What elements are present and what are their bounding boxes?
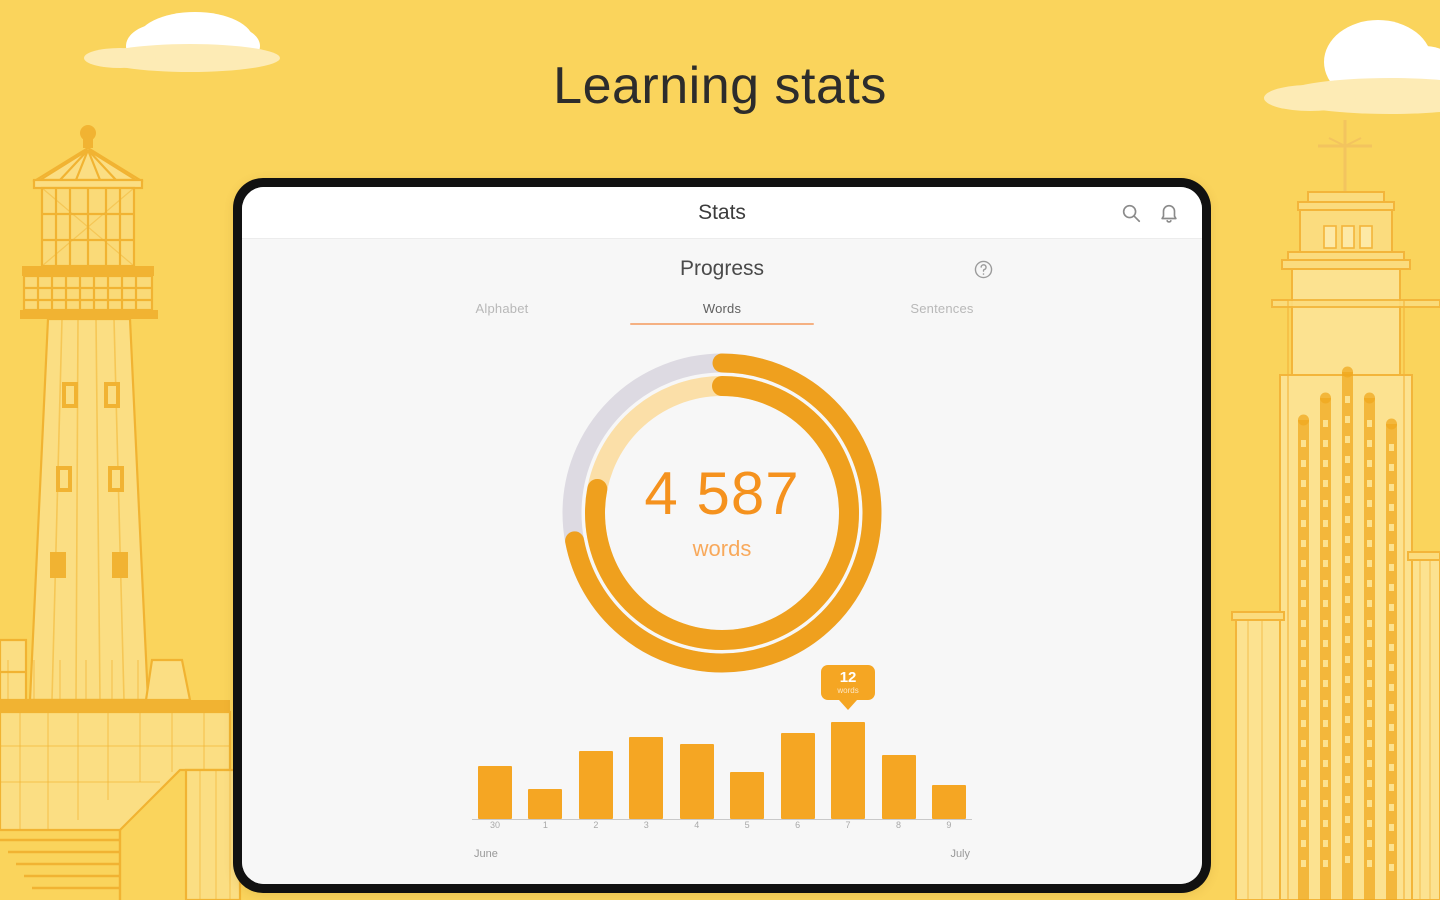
ticks-row: 30 1 2 3 4 5 6 7 8 9 bbox=[472, 820, 972, 836]
bar[interactable] bbox=[478, 766, 512, 819]
bar-column[interactable] bbox=[478, 709, 512, 819]
tab-words[interactable]: Words bbox=[612, 301, 832, 325]
tabs-bar: Alphabet Words Sentences bbox=[392, 301, 1052, 325]
app-header-title: Stats bbox=[698, 200, 746, 224]
tablet-device-frame: Stats Progress bbox=[233, 178, 1211, 893]
lighthouse-illustration bbox=[0, 125, 242, 900]
bar[interactable] bbox=[831, 722, 866, 819]
tick-label: 30 bbox=[489, 820, 500, 830]
bar-column[interactable] bbox=[780, 709, 815, 819]
tooltip-unit: words bbox=[837, 686, 859, 696]
barchart-plot: 12 words 30 1 2 3 4 5 6 7 8 9 June July bbox=[472, 664, 972, 866]
tick-label: 9 bbox=[946, 820, 952, 830]
tick-label: 4 bbox=[694, 820, 700, 830]
tick-label: 5 bbox=[744, 820, 750, 830]
bar[interactable] bbox=[679, 744, 714, 819]
donut-inner-arc bbox=[585, 376, 859, 650]
progress-title: Progress bbox=[679, 257, 765, 280]
bar[interactable] bbox=[528, 789, 563, 819]
bar-column[interactable] bbox=[629, 709, 664, 819]
header-actions bbox=[1120, 187, 1180, 238]
bar-column[interactable]: 12 words bbox=[821, 664, 876, 819]
donut-outer-arc bbox=[562, 353, 882, 673]
skyscraper-illustration bbox=[1231, 120, 1440, 900]
progress-donut-chart: 4 587 words bbox=[552, 343, 892, 683]
bar[interactable] bbox=[931, 784, 966, 819]
tick-label: 2 bbox=[593, 820, 599, 830]
bar-column[interactable] bbox=[679, 709, 714, 819]
progress-header: Progress bbox=[242, 239, 1202, 281]
bell-icon[interactable] bbox=[1158, 202, 1180, 224]
tick-label: 3 bbox=[643, 820, 649, 830]
tab-sentences[interactable]: Sentences bbox=[910, 301, 974, 316]
month-label-start: June bbox=[474, 848, 498, 860]
bar[interactable] bbox=[730, 771, 765, 819]
bar-column[interactable] bbox=[528, 709, 563, 819]
app-content: Progress Alphabet Words Sentences bbox=[242, 239, 1202, 884]
app-header: Stats bbox=[242, 187, 1202, 239]
page-title: Learning stats bbox=[553, 57, 887, 115]
tick-label: 8 bbox=[895, 820, 901, 830]
bar-tooltip: 12 words bbox=[821, 664, 876, 700]
donut-svg bbox=[562, 353, 882, 673]
bar-column[interactable] bbox=[730, 709, 765, 819]
cloud-left-icon bbox=[84, 12, 280, 72]
tooltip-value: 12 bbox=[839, 668, 857, 686]
bar-column[interactable] bbox=[881, 709, 916, 819]
activity-bar-chart: 12 words 30 1 2 3 4 5 6 7 8 9 June July bbox=[242, 664, 1202, 866]
bar[interactable] bbox=[578, 750, 613, 819]
bars-row: 12 words bbox=[472, 664, 972, 819]
bar[interactable] bbox=[881, 755, 916, 819]
tab-alphabet[interactable]: Alphabet bbox=[475, 301, 529, 316]
months-row: June July bbox=[472, 848, 972, 860]
cloud-right-icon bbox=[1264, 20, 1440, 114]
search-icon[interactable] bbox=[1120, 202, 1142, 224]
help-circle-icon[interactable] bbox=[973, 259, 994, 280]
tablet-screen: Stats Progress bbox=[242, 187, 1202, 884]
axis-line bbox=[472, 818, 972, 820]
month-label-end: July bbox=[950, 848, 970, 860]
bar-column[interactable] bbox=[578, 709, 613, 819]
tick-label: 7 bbox=[845, 820, 851, 830]
tick-label: 1 bbox=[542, 820, 548, 830]
tick-label: 6 bbox=[795, 820, 801, 830]
bar[interactable] bbox=[629, 736, 664, 819]
bar-column[interactable] bbox=[931, 709, 966, 819]
bar[interactable] bbox=[780, 733, 815, 819]
